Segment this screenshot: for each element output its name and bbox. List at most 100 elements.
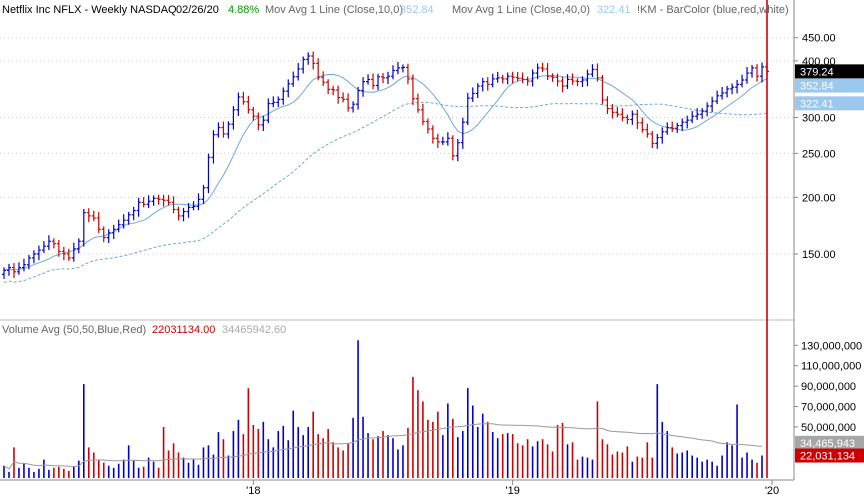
price-tick-label: 300.00: [802, 113, 836, 125]
ohlc-bar: [301, 56, 306, 74]
price-tick-label: 150.00: [802, 249, 836, 261]
ohlc-bar: [540, 62, 545, 72]
ohlc-bar: [555, 73, 560, 87]
ohlc-bar: [316, 58, 321, 81]
ohlc-bar: [271, 96, 276, 108]
ohlc-bar: [361, 77, 366, 97]
ohlc-bar: [455, 138, 460, 162]
ohlc-bar: [750, 64, 755, 78]
ohlc-bar: [51, 238, 56, 249]
ohlc-bar: [550, 73, 555, 82]
ohlc-bar: [585, 69, 590, 87]
ohlc-bars-layer: [2, 51, 769, 279]
ohlc-bar: [755, 64, 760, 82]
ohlc-bar: [151, 195, 156, 206]
ohlc-bar: [500, 74, 505, 84]
ohlc-bar: [321, 71, 326, 86]
price-tick-label: 250.00: [802, 148, 836, 160]
price-badge-label: 322.41: [800, 98, 834, 110]
ohlc-bar: [515, 72, 520, 82]
ohlc-bar: [241, 91, 246, 105]
ohlc-bar: [146, 195, 151, 209]
ohlc-bar: [570, 73, 575, 85]
ohlc-bar: [2, 267, 6, 279]
ohlc-bar: [11, 263, 16, 278]
ohlc-bar: [91, 210, 96, 222]
ohlc-bar: [385, 71, 390, 85]
ohlc-bar: [346, 93, 351, 112]
price-value-badge: 379.24: [795, 64, 864, 79]
ohlc-bar: [226, 121, 231, 139]
ohlc-bar: [171, 196, 176, 214]
price-tick-label: 450.00: [802, 33, 836, 45]
ohlc-bar: [410, 74, 415, 105]
price-badge-label: 379.24: [800, 66, 834, 78]
ohlc-bar: [371, 73, 376, 90]
ohlc-bar: [76, 238, 81, 254]
ma10-line-layer: [3, 73, 768, 271]
ohlc-bar: [700, 108, 705, 119]
ohlc-bar: [166, 195, 171, 206]
ohlc-bar: [460, 117, 465, 149]
volume-axis-ticks: 130,000,000 110,000,000 90,000,000 70,000,0…: [794, 340, 862, 434]
time-axis-ticks: '18 '19 '20: [246, 480, 779, 497]
ohlc-bar: [106, 229, 111, 243]
ohlc-bar: [351, 101, 356, 113]
ohlc-bar: [341, 92, 346, 103]
price-value-badge: 352.84: [795, 78, 864, 93]
ohlc-bar: [430, 125, 435, 144]
ohlc-bar: [116, 219, 121, 233]
ohlc-bar: [710, 96, 715, 113]
ohlc-bar: [251, 106, 256, 121]
ohlc-bar: [465, 92, 470, 126]
ohlc-bar: [261, 115, 266, 132]
ohlc-bar: [326, 79, 331, 95]
time-tick-label: '18: [246, 485, 260, 497]
ohlc-bar: [206, 153, 211, 194]
ohlc-bar: [545, 62, 550, 81]
ohlc-bar: [530, 69, 535, 87]
ohlc-bar: [655, 133, 660, 149]
ohlc-bar: [336, 85, 341, 104]
ohlc-bar: [201, 184, 206, 204]
ohlc-bar: [620, 108, 625, 122]
volume-tick-label: 50,000,000: [801, 422, 856, 434]
volume-tick-label: 90,000,000: [801, 381, 856, 393]
ohlc-bar: [196, 193, 201, 211]
ohlc-bar: [760, 62, 765, 83]
ohlc-bar: [101, 226, 106, 243]
chart-date: 02/26/20: [176, 4, 219, 16]
ohlc-bar: [705, 102, 710, 117]
ohlc-bar: [26, 254, 31, 270]
ohlc-bar: [595, 63, 600, 82]
ohlc-bar: [665, 122, 670, 135]
ohlc-bar: [111, 224, 116, 240]
ohlc-bar: [720, 86, 725, 100]
ohlc-bar: [695, 108, 700, 120]
ma10-label: Mov Avg 1 Line (Close,10,0): [265, 4, 403, 16]
ohlc-bar: [21, 258, 26, 272]
ohlc-bar: [505, 72, 510, 85]
ma10-line: [3, 73, 768, 271]
ohlc-bar: [121, 214, 126, 229]
ohlc-bar: [291, 71, 296, 87]
time-tick-label: '19: [505, 485, 519, 497]
ohlc-bar: [216, 122, 221, 138]
ohlc-bar: [650, 130, 655, 149]
ohlc-bar: [376, 73, 381, 91]
ohlc-bar: [211, 130, 216, 164]
ohlc-bar: [191, 201, 196, 211]
ohlc-bar: [485, 77, 490, 91]
ohlc-bar: [96, 212, 101, 234]
ohlc-bar: [730, 83, 735, 95]
ohlc-bar: [176, 206, 181, 221]
ohlc-bar: [156, 194, 161, 205]
ohlc-bar: [745, 67, 750, 84]
volume-value-badge: 22,031,134: [795, 448, 864, 463]
ohlc-bar: [645, 123, 650, 138]
ma40-value: 322.41: [597, 4, 631, 16]
ohlc-bar: [41, 240, 46, 254]
ohlc-bar: [221, 121, 226, 138]
ohlc-bar: [136, 197, 141, 217]
